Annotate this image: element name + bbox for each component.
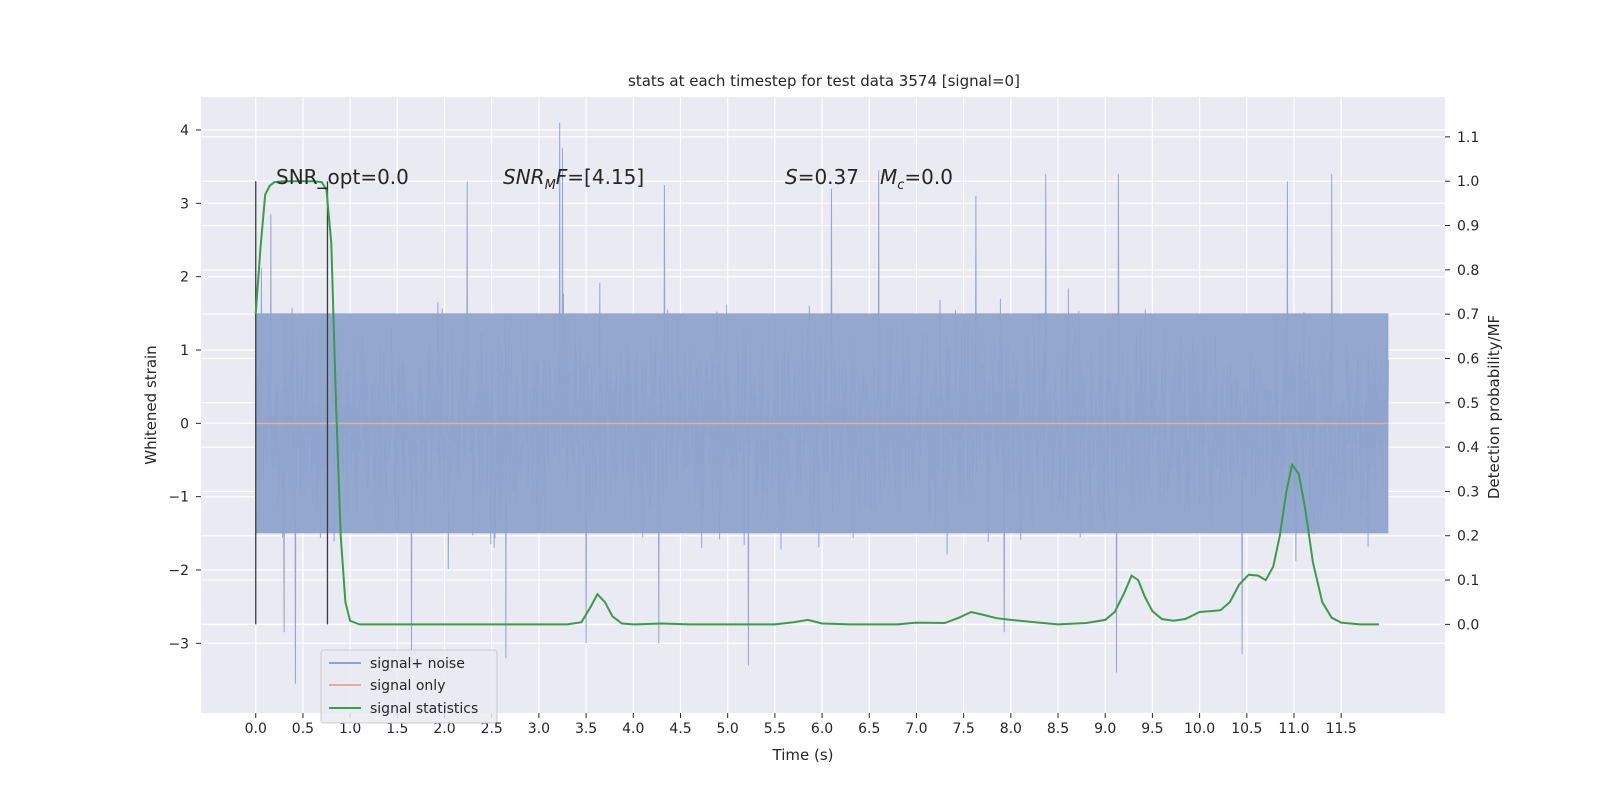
- y-tick-label: 4: [180, 123, 189, 139]
- noise-trace: [255, 122, 1389, 684]
- snr-mf-main: SNR: [503, 165, 545, 189]
- x-tick-label: 6.5: [858, 721, 880, 737]
- right-tick-label: 0.2: [1457, 529, 1479, 545]
- snr-mf-subscript: M: [545, 178, 556, 193]
- s-symbol: S: [785, 165, 798, 189]
- y-tick-label: −3: [168, 636, 189, 652]
- x-tick-label: 5.5: [764, 721, 786, 737]
- x-tick-label: 9.5: [1141, 721, 1163, 737]
- right-tick-label: 0.1: [1457, 573, 1479, 589]
- chart-title: stats at each timestep for test data 357…: [628, 72, 1020, 90]
- s-value: =0.37: [798, 165, 859, 189]
- right-tick-label: 0.7: [1457, 307, 1479, 323]
- right-tick-label: 0.0: [1457, 617, 1479, 633]
- x-tick-label: 10.0: [1184, 721, 1215, 737]
- x-tick-label: 1.5: [386, 721, 408, 737]
- x-tick-label: 4.5: [669, 721, 691, 737]
- snr-mf-italic-f: F: [556, 165, 568, 189]
- legend-box: [320, 649, 498, 724]
- snr-mf-value: =[4.15]: [567, 165, 644, 189]
- y-tick-label: 2: [180, 270, 189, 286]
- x-tick-label: 7.5: [953, 721, 975, 737]
- annotation-snr-opt: SNR_opt=0.0: [276, 165, 409, 189]
- left-axis-ticks: 4 3 2 1 0 −1 −2 −3: [168, 123, 201, 652]
- mc-subscript: c: [897, 178, 904, 193]
- x-tick-label: 6.0: [811, 721, 833, 737]
- series-signal-statistics: [254, 180, 1379, 626]
- legend: signal+ noise signal only signal statist…: [320, 649, 498, 724]
- y-tick-label: 0: [180, 416, 189, 432]
- right-axis-title: Detection probability/MF: [1485, 315, 1503, 499]
- right-tick-label: 1.0: [1457, 174, 1479, 190]
- legend-label-signal-only: signal only: [370, 678, 445, 694]
- right-tick-label: 0.9: [1457, 219, 1479, 235]
- y-tick-label: 3: [180, 196, 189, 212]
- signal-statistics-line: [254, 180, 1379, 626]
- x-tick-label: 2.0: [433, 721, 455, 737]
- y-tick-label: 1: [180, 343, 189, 359]
- right-tick-label: 0.5: [1457, 396, 1479, 412]
- x-tick-label: 10.5: [1231, 721, 1262, 737]
- x-tick-label: 11.0: [1278, 721, 1309, 737]
- x-tick-label: 1.0: [339, 721, 361, 737]
- x-axis-ticks: 0.0 0.5 1.0 1.5 2.0 2.5 3.0 3.5 4.0 4.5 5.0 5.5 6.0 6…: [245, 713, 1357, 737]
- right-tick-label: 1.1: [1457, 130, 1479, 146]
- x-tick-label: 0.5: [292, 721, 314, 737]
- annotation-snr-mf: SNRMF=[4.15]: [503, 165, 644, 193]
- x-tick-label: 8.0: [1000, 721, 1022, 737]
- x-tick-label: 3.0: [528, 721, 550, 737]
- x-tick-label: 9.0: [1094, 721, 1116, 737]
- mc-value: =0.0: [904, 165, 953, 189]
- x-tick-label: 2.5: [481, 721, 503, 737]
- x-axis-title: Time (s): [772, 746, 834, 764]
- x-tick-label: 3.5: [575, 721, 597, 737]
- right-tick-label: 0.8: [1457, 263, 1479, 279]
- y-axis-title: Whitened strain: [142, 345, 160, 464]
- mc-symbol: M: [880, 165, 897, 189]
- right-tick-label: 0.3: [1457, 484, 1479, 500]
- legend-label-signal-statistics: signal statistics: [370, 701, 478, 717]
- right-tick-label: 0.6: [1457, 351, 1479, 367]
- x-tick-label: 11.5: [1326, 721, 1357, 737]
- right-tick-label: 0.4: [1457, 440, 1479, 456]
- vertical-markers: [255, 181, 329, 625]
- annotation-s: S=0.37: [785, 165, 859, 189]
- y-tick-label: −1: [168, 490, 189, 506]
- x-tick-label: 7.0: [905, 721, 927, 737]
- right-axis-ticks: 1.1 1.0 0.9 0.8 0.7 0.6 0.5 0.4 0.3 0.2 0.1 0.0: [1445, 130, 1479, 633]
- x-tick-label: 0.0: [245, 721, 267, 737]
- legend-label-signal-plus-noise: signal+ noise: [370, 656, 465, 672]
- y-tick-label: −2: [168, 563, 189, 579]
- x-tick-label: 4.0: [622, 721, 644, 737]
- x-tick-label: 5.0: [717, 721, 739, 737]
- x-tick-label: 8.5: [1047, 721, 1069, 737]
- annotation-mc: Mc=0.0: [880, 165, 953, 193]
